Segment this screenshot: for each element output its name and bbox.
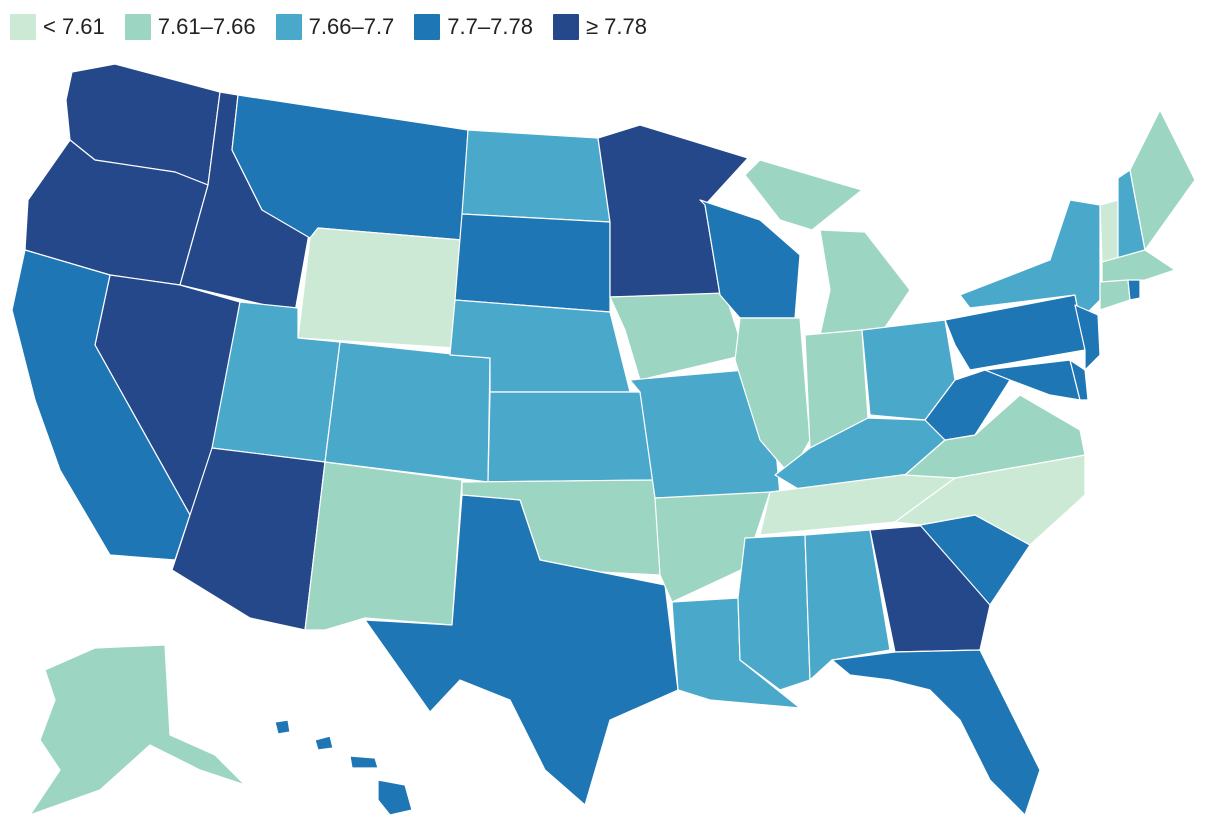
legend-item-bin-2: 7.66–7.7 [275,14,395,40]
legend-label: < 7.61 [43,14,105,39]
legend-item-bin-1: 7.61–7.66 [124,14,256,40]
state-CT[interactable] [1099,279,1131,311]
legend-item-bin-4: ≥ 7.78 [552,14,647,40]
state-PA[interactable] [944,294,1086,371]
state-ME[interactable] [1129,109,1196,251]
state-CO[interactable] [324,341,491,483]
legend-swatch [124,14,151,40]
state-AL[interactable] [804,529,891,681]
state-WY[interactable] [297,227,463,349]
state-VT[interactable] [1099,199,1119,263]
state-MA[interactable] [1101,249,1176,283]
legend: < 7.61 7.61–7.66 7.66–7.7 7.7–7.78 ≥ 7.7… [10,14,667,40]
state-TX[interactable] [364,494,679,806]
legend-item-bin-0: < 7.61 [10,14,105,40]
state-IA[interactable] [609,292,746,381]
legend-item-bin-3: 7.7–7.78 [414,14,533,40]
legend-label: 7.7–7.78 [447,14,533,39]
state-NJ[interactable] [1074,304,1101,371]
state-HI[interactable] [274,719,413,816]
state-NY[interactable] [959,199,1101,321]
legend-label: 7.61–7.66 [157,14,256,39]
state-KS[interactable] [487,391,656,483]
state-FL[interactable] [831,649,1041,816]
state-AK[interactable] [29,644,246,816]
legend-swatch [275,14,302,40]
state-DE[interactable] [1069,359,1089,401]
state-CA[interactable] [11,249,191,561]
state-ND[interactable] [461,129,611,223]
legend-swatch [414,14,441,40]
state-MS[interactable] [737,534,811,691]
state-RI[interactable] [1127,279,1141,301]
state-SD[interactable] [454,213,611,313]
legend-label: ≥ 7.78 [585,14,647,39]
legend-swatch [10,14,36,40]
legend-label: 7.66–7.7 [308,14,395,39]
state-NM[interactable] [304,461,463,631]
state-AR[interactable] [654,491,771,603]
legend-swatch [552,14,579,40]
state-MD[interactable] [984,359,1081,401]
